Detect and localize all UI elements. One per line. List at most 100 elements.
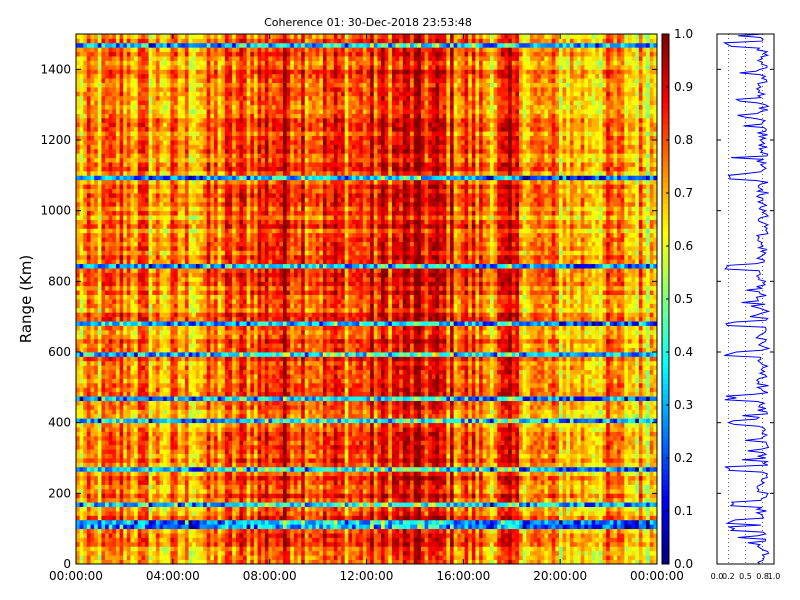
heatmap-cell [297,440,302,446]
heatmap-cell [279,555,284,560]
heatmap-cell [181,480,186,485]
heatmap-cell [123,449,128,454]
heatmap-cell [192,497,197,503]
heatmap-cell [370,458,375,463]
heatmap-cell [453,431,458,437]
heatmap-cell [533,533,538,538]
heatmap-cell [381,528,386,534]
heatmap-cell [439,502,444,507]
heatmap-cell [627,475,632,481]
heatmap-cell [446,506,451,512]
heatmap-cell [500,488,505,494]
heatmap-cell [315,524,320,530]
heatmap-cell [468,475,473,481]
heatmap-cell [141,537,146,543]
heatmap-cell [126,550,131,556]
heatmap-cell [537,497,542,503]
heatmap-cell [228,480,233,485]
heatmap-cell [76,497,81,503]
heatmap-cell [163,497,168,503]
heatmap-cell [141,458,146,463]
heatmap-cell [439,550,444,556]
heatmap-cell [424,475,429,481]
heatmap-cell [410,480,415,485]
heatmap-cell [529,488,534,494]
heatmap-cell [504,453,509,459]
heatmap-cell [370,555,375,560]
heatmap-cell [293,480,298,485]
heatmap-cell [213,435,219,441]
heatmap-cell [366,515,371,521]
heatmap-cell [602,466,607,472]
heatmap-cell [362,449,367,454]
heatmap-cell [649,550,654,556]
heatmap-cell [337,546,342,552]
heatmap-cell [264,458,269,463]
heatmap-cell [90,453,95,459]
heatmap-cell [115,458,120,463]
heatmap-cell [243,546,248,552]
heatmap-cell [577,537,582,543]
heatmap-cell [210,528,215,534]
heatmap-cell [417,488,422,494]
heatmap-cell [126,519,131,525]
heatmap-cell [529,555,534,560]
heatmap-cell [591,431,596,437]
heatmap-cell [479,559,484,565]
heatmap-cell [97,440,102,446]
heatmap-cell [482,533,487,538]
heatmap-cell [468,488,473,494]
heatmap-cell [304,506,309,512]
heatmap-cell [79,449,84,454]
heatmap-cell [355,511,360,516]
heatmap-cell [359,466,364,472]
heatmap-cell [108,524,113,530]
heatmap-cell [399,462,404,468]
heatmap-cell [322,550,327,556]
heatmap-cell [174,431,179,437]
heatmap-cell [653,515,658,521]
heatmap-cell [199,493,204,499]
heatmap-cell [537,427,542,432]
heatmap-cell [293,528,298,534]
heatmap-cell [184,427,189,432]
heatmap-cell [526,497,531,503]
heatmap-cell [76,528,81,534]
heatmap-cell [457,471,462,477]
heatmap-cell [351,537,357,543]
heatmap-cell [504,524,509,530]
heatmap-cell [257,537,262,543]
heatmap-cell [159,449,164,454]
heatmap-cell [613,471,618,477]
heatmap-cell [351,488,357,494]
heatmap-cell [420,550,425,556]
heatmap-cell [105,444,110,450]
heatmap-cell [337,533,342,538]
heatmap-cell [471,449,476,454]
heatmap-cell [511,453,516,459]
heatmap-cell [195,537,200,543]
heatmap-cell [272,506,277,512]
heatmap-cell [282,458,288,463]
heatmap-cell [558,515,563,521]
heatmap-cell [598,480,603,485]
heatmap-cell [301,466,306,472]
heatmap-cell [217,502,222,507]
heatmap-cell [148,431,153,437]
heatmap-cell [155,471,160,477]
heatmap-cell [373,493,378,499]
heatmap-cell [312,431,317,437]
heatmap-cell [486,515,491,521]
heatmap-cell [257,484,262,490]
heatmap-cell [551,555,556,560]
heatmap-cell [598,427,603,432]
heatmap-cell [94,453,99,459]
heatmap-cell [413,533,418,538]
heatmap-cell [569,519,574,525]
heatmap-cell [301,480,306,485]
heatmap-cell [203,431,208,437]
heatmap-cell [152,480,157,485]
heatmap-cell [402,475,407,481]
heatmap-cell [101,515,106,521]
heatmap-cell [221,453,226,459]
